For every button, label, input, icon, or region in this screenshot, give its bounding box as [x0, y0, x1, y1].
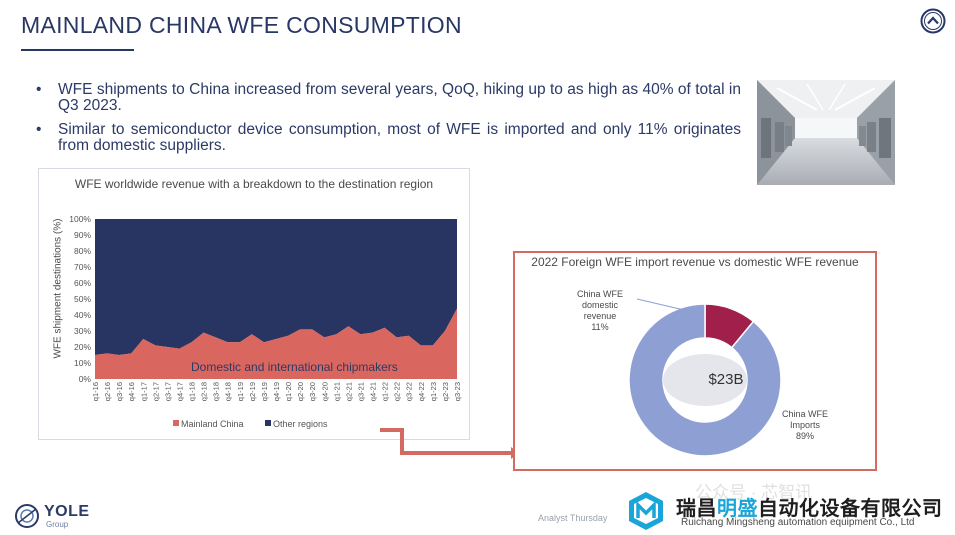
- x-tick-label: q1-21: [332, 382, 341, 401]
- y-tick-label: 0%: [79, 374, 92, 384]
- x-tick-label: q1-17: [139, 382, 148, 401]
- donut-center-total: $23B: [708, 371, 744, 388]
- x-tick-label: q3-16: [115, 382, 124, 401]
- footer-analyst-label: Analyst Thursday: [538, 513, 608, 523]
- y-tick-label: 100%: [69, 214, 91, 224]
- x-tick-label: q3-22: [405, 382, 414, 401]
- chevron-up-circle-icon[interactable]: [920, 8, 946, 34]
- x-tick-label: q2-18: [200, 382, 209, 401]
- imports-pct-label: 89%: [795, 431, 814, 441]
- mingsheng-logo-icon: [629, 492, 663, 530]
- donut-center-oval: [663, 354, 747, 406]
- cleanroom-fab-photo: [757, 80, 895, 185]
- bullet-dot: •: [36, 121, 42, 138]
- x-tick-label: q3-20: [308, 382, 317, 401]
- x-tick-label: q2-19: [248, 382, 257, 401]
- x-tick-label: q4-16: [127, 382, 136, 401]
- imports-label-line: Imports: [789, 420, 820, 430]
- legend-swatch: [265, 420, 271, 426]
- x-tick-label: q4-20: [320, 382, 329, 401]
- domestic-slice-label: China WFE domestic revenue 11%: [562, 289, 638, 333]
- series-area-other-regions: [95, 219, 457, 355]
- x-tick-label: q2-23: [441, 382, 450, 401]
- legend-label: Other regions: [273, 419, 328, 429]
- connector-arrow: [380, 428, 519, 459]
- series-area-mainland-china: [95, 308, 457, 379]
- watermark-cn-highlight: 明盛: [717, 498, 758, 520]
- watermark-faded-text: 公众号 · 芯智讯: [695, 483, 813, 502]
- y-tick-label: 30%: [74, 326, 91, 336]
- x-tick-label: q2-17: [151, 382, 160, 401]
- watermark-cn-pre: 瑞昌: [676, 498, 717, 520]
- right-donut-chart-panel: 2022 Foreign WFE import revenue vs domes…: [513, 251, 877, 471]
- x-tick-label: q1-23: [429, 382, 438, 401]
- legend-label: Mainland China: [181, 419, 244, 429]
- area-chart-canvas: 0%10%20%30%40%50%60%70%80%90%100%q1-16 q2…: [69, 214, 462, 429]
- watermark-cn-post: 自动化设备有限公司: [758, 498, 943, 520]
- bullet-list: • WFE shipments to China increased from …: [36, 82, 741, 162]
- y-tick-label: 70%: [74, 262, 91, 272]
- y-tick-label: 60%: [74, 278, 91, 288]
- domestic-label-line: domestic: [581, 300, 618, 310]
- bullet-text: Similar to semiconductor device consumpt…: [58, 121, 741, 154]
- y-tick-label: 40%: [74, 310, 91, 320]
- left-area-chart-panel: WFE worldwide revenue with a breakdown t…: [38, 168, 470, 440]
- page-title: MAINLAND CHINA WFE CONSUMPTION: [21, 12, 462, 38]
- imports-slice-label: China WFE Imports 89%: [767, 409, 843, 442]
- bullet-item: • Similar to semiconductor device consum…: [36, 122, 741, 154]
- y-tick-label: 20%: [74, 342, 91, 352]
- x-tick-label: q4-17: [175, 382, 184, 401]
- x-tick-label: q1-19: [236, 382, 245, 401]
- x-tick-label: q4-22: [417, 382, 426, 401]
- right-chart-title: 2022 Foreign WFE import revenue vs domes…: [531, 255, 859, 269]
- title-underline: [21, 49, 134, 51]
- yole-group-label: Group: [46, 520, 69, 529]
- leader-line: [636, 298, 698, 314]
- yole-logo-icon: [15, 504, 39, 528]
- watermark-company-english: Ruichang Mingsheng automation equipment …: [681, 517, 915, 528]
- x-tick-label: q3-17: [163, 382, 172, 401]
- y-tick-label: 50%: [74, 294, 91, 304]
- domestic-pct-label: 11%: [591, 322, 609, 332]
- x-tick-label: q4-21: [369, 382, 378, 401]
- bullet-item: • WFE shipments to China increased from …: [36, 82, 741, 114]
- x-tick-label: q3-18: [212, 382, 221, 401]
- donut-slice: [628, 303, 782, 457]
- x-tick-label: q1-22: [381, 382, 390, 401]
- donut-chart-canvas: [628, 298, 782, 457]
- yole-wordmark: YOLE: [44, 503, 90, 520]
- left-chart-title: WFE worldwide revenue with a breakdown t…: [74, 177, 434, 191]
- x-tick-label: q3-23: [453, 382, 462, 401]
- domestic-label-line: revenue: [583, 311, 617, 321]
- x-tick-label: q2-22: [393, 382, 402, 401]
- imports-label-line: China WFE: [781, 409, 828, 419]
- x-tick-label: q2-20: [296, 382, 305, 401]
- y-tick-label: 80%: [74, 246, 91, 256]
- domestic-label-line: China WFE: [576, 289, 623, 299]
- x-tick-label: q1-20: [284, 382, 293, 401]
- watermark-company-name: 瑞昌明盛自动化设备有限公司: [676, 492, 943, 521]
- x-tick-label: q1-16: [91, 382, 100, 401]
- legend-swatch: [173, 420, 179, 426]
- x-tick-label: q2-21: [344, 382, 353, 401]
- bullet-text: WFE shipments to China increased from se…: [58, 81, 741, 114]
- y-tick-label: 10%: [74, 358, 91, 368]
- bullet-dot: •: [36, 81, 42, 98]
- x-tick-label: q1-18: [188, 382, 197, 401]
- y-tick-label: 90%: [74, 230, 91, 240]
- x-tick-label: q4-19: [272, 382, 281, 401]
- x-tick-label: q3-21: [356, 382, 365, 401]
- area-annotation: Domestic and international chipmakers: [191, 360, 398, 374]
- x-tick-label: q2-16: [103, 382, 112, 401]
- x-tick-label: q4-18: [224, 382, 233, 401]
- x-tick-label: q3-19: [260, 382, 269, 401]
